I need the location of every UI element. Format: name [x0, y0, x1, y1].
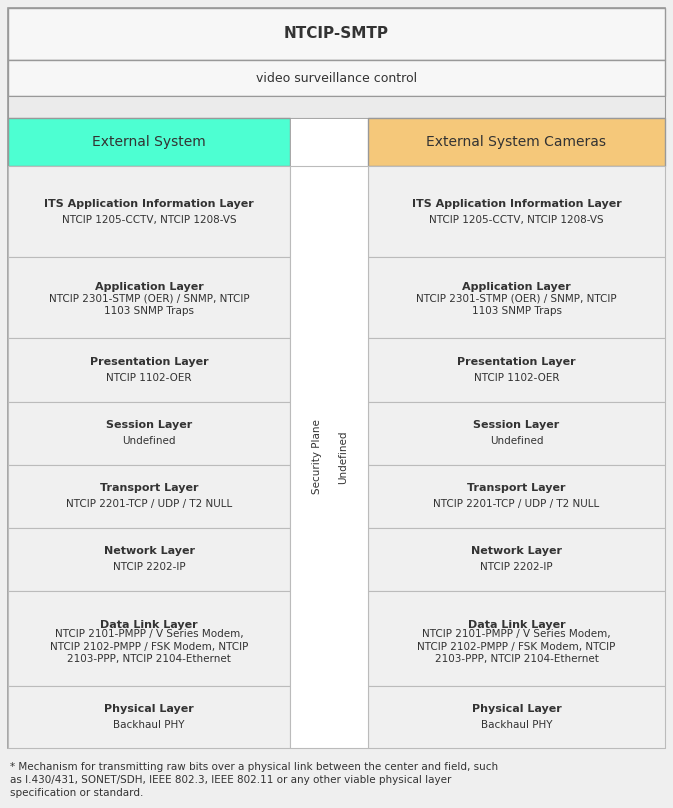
- Text: Undefined: Undefined: [338, 430, 348, 484]
- Text: Transport Layer: Transport Layer: [100, 483, 199, 493]
- Bar: [8, 166, 290, 257]
- Text: Security Plane: Security Plane: [312, 419, 322, 494]
- Text: Backhaul PHY: Backhaul PHY: [113, 720, 185, 730]
- Text: Application Layer: Application Layer: [462, 282, 571, 292]
- Bar: [8, 402, 290, 465]
- Text: ITS Application Information Layer: ITS Application Information Layer: [412, 199, 621, 208]
- Text: NTCIP 2202-IP: NTCIP 2202-IP: [481, 562, 553, 572]
- Text: Session Layer: Session Layer: [106, 420, 192, 430]
- Bar: [8, 257, 290, 339]
- Bar: [8, 591, 290, 686]
- Text: Network Layer: Network Layer: [104, 546, 194, 557]
- Text: * Mechanism for transmitting raw bits over a physical link between the center an: * Mechanism for transmitting raw bits ov…: [10, 762, 498, 798]
- Text: Data Link Layer: Data Link Layer: [468, 620, 565, 629]
- Text: External System Cameras: External System Cameras: [427, 135, 606, 149]
- Text: NTCIP 2301-STMP (OER) / SNMP, NTCIP
1103 SNMP Traps: NTCIP 2301-STMP (OER) / SNMP, NTCIP 1103…: [416, 293, 617, 316]
- Text: Data Link Layer: Data Link Layer: [100, 620, 198, 629]
- Text: ITS Application Information Layer: ITS Application Information Layer: [44, 199, 254, 208]
- Text: Physical Layer: Physical Layer: [104, 704, 194, 714]
- Text: NTCIP 2202-IP: NTCIP 2202-IP: [112, 562, 185, 572]
- Bar: [368, 402, 665, 465]
- Text: Transport Layer: Transport Layer: [467, 483, 566, 493]
- Text: Physical Layer: Physical Layer: [472, 704, 561, 714]
- Text: Network Layer: Network Layer: [471, 546, 562, 557]
- Text: NTCIP 1205-CCTV, NTCIP 1208-VS: NTCIP 1205-CCTV, NTCIP 1208-VS: [429, 215, 604, 225]
- Bar: [368, 118, 665, 166]
- Bar: [8, 465, 290, 528]
- Text: Application Layer: Application Layer: [95, 282, 203, 292]
- Bar: [368, 528, 665, 591]
- Text: Presentation Layer: Presentation Layer: [90, 357, 209, 367]
- Text: NTCIP 1102-OER: NTCIP 1102-OER: [106, 373, 192, 383]
- Text: External System: External System: [92, 135, 206, 149]
- Text: NTCIP 2101-PMPP / V Series Modem,
NTCIP 2102-PMPP / FSK Modem, NTCIP
2103-PPP, N: NTCIP 2101-PMPP / V Series Modem, NTCIP …: [50, 629, 248, 664]
- Bar: [8, 339, 290, 402]
- Bar: [368, 686, 665, 748]
- Text: NTCIP 2101-PMPP / V Series Modem,
NTCIP 2102-PMPP / FSK Modem, NTCIP
2103-PPP, N: NTCIP 2101-PMPP / V Series Modem, NTCIP …: [417, 629, 616, 664]
- Text: Presentation Layer: Presentation Layer: [457, 357, 576, 367]
- Text: Backhaul PHY: Backhaul PHY: [481, 720, 553, 730]
- Text: NTCIP-SMTP: NTCIP-SMTP: [284, 27, 389, 41]
- Bar: [8, 118, 290, 166]
- Bar: [368, 465, 665, 528]
- Text: NTCIP 1205-CCTV, NTCIP 1208-VS: NTCIP 1205-CCTV, NTCIP 1208-VS: [62, 215, 236, 225]
- Bar: [8, 528, 290, 591]
- Bar: [368, 166, 665, 257]
- Text: NTCIP 1102-OER: NTCIP 1102-OER: [474, 373, 559, 383]
- Bar: [8, 60, 665, 96]
- Text: Session Layer: Session Layer: [473, 420, 560, 430]
- Bar: [8, 96, 665, 118]
- Bar: [368, 339, 665, 402]
- Text: NTCIP 2201-TCP / UDP / T2 NULL: NTCIP 2201-TCP / UDP / T2 NULL: [433, 499, 600, 509]
- Bar: [290, 118, 368, 166]
- Text: Undefined: Undefined: [122, 436, 176, 446]
- Text: NTCIP 2201-TCP / UDP / T2 NULL: NTCIP 2201-TCP / UDP / T2 NULL: [66, 499, 232, 509]
- Bar: [8, 686, 290, 748]
- Bar: [8, 8, 665, 60]
- Bar: [368, 591, 665, 686]
- Text: Undefined: Undefined: [490, 436, 543, 446]
- Bar: [368, 257, 665, 339]
- Text: video surveillance control: video surveillance control: [256, 71, 417, 85]
- Text: NTCIP 2301-STMP (OER) / SNMP, NTCIP
1103 SNMP Traps: NTCIP 2301-STMP (OER) / SNMP, NTCIP 1103…: [48, 293, 249, 316]
- Bar: [290, 166, 368, 748]
